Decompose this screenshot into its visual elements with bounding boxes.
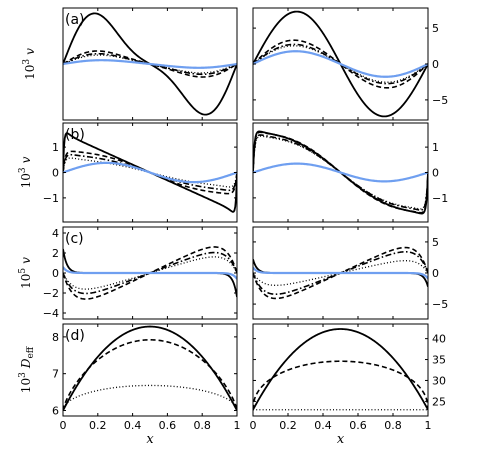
y-tick-label: 5 <box>432 22 439 35</box>
panel-4-2: 0 0.2 0.4 0.6 0.8 1 40 35 30 25 <box>250 323 446 432</box>
y-tick-label: −5 <box>432 94 448 107</box>
x-tick-label: 1 <box>425 419 432 432</box>
y-tick-label: 7 <box>52 368 59 381</box>
x-tick-label: 0.8 <box>384 419 402 432</box>
panel-3-1: 4 2 0 −2 −4 (c) <box>43 226 238 320</box>
x-tick-label: 0.4 <box>314 419 332 432</box>
panel-1-2: 5 0 −5 <box>252 7 448 121</box>
series-blue <box>253 266 428 280</box>
y-tick-label: 0 <box>432 167 439 180</box>
y-tick-label: −1 <box>432 192 448 205</box>
y-tick-label: −4 <box>43 307 59 320</box>
panel-4-1: 0 0.2 0.4 0.6 0.8 1 8 7 6 (d) <box>52 323 241 432</box>
panel-frame <box>62 7 238 121</box>
y-tick-label: 0 <box>432 267 439 280</box>
x-tick-label: 1 <box>234 419 241 432</box>
y-tick-label: 6 <box>52 404 59 417</box>
y-tick-label: 0 <box>52 267 59 280</box>
series-blue <box>63 59 237 69</box>
x-tick-label: 0.8 <box>193 419 211 432</box>
series-blue <box>63 266 237 280</box>
series-dashed <box>253 131 428 214</box>
x-tick-label: 0.2 <box>89 419 107 432</box>
panel-label: (c) <box>65 231 84 247</box>
y-tick-label: 30 <box>432 374 446 387</box>
y-tick-label: 1 <box>432 141 439 154</box>
series-blue <box>253 162 428 183</box>
series-blue <box>253 50 428 78</box>
y-tick-label: 5 <box>432 236 439 249</box>
y-tick-label: 4 <box>52 227 59 240</box>
x-tick-label: 0.6 <box>159 419 177 432</box>
series-dashed <box>253 360 428 410</box>
panel-label: (a) <box>65 12 85 28</box>
y-tick-label: 0 <box>52 167 59 180</box>
series-dashed <box>63 339 237 411</box>
series-solid <box>63 325 237 411</box>
x-tick-label: 0 <box>60 419 67 432</box>
y-tick-label: −1 <box>43 192 59 205</box>
panel-frame <box>62 323 238 417</box>
y-tick-label: 8 <box>52 331 59 344</box>
y-tick-label: 0 <box>432 58 439 71</box>
y-axis-label: 105v <box>18 257 33 289</box>
panel-label: (b) <box>65 127 85 143</box>
series-dotted <box>63 54 237 74</box>
series-solid <box>253 328 428 411</box>
panel-1-1: (a) <box>62 7 238 121</box>
y-tick-label: 1 <box>52 141 59 154</box>
y-tick-label: 40 <box>432 333 446 346</box>
panel-2-1: 1 0 −1 (b) <box>43 122 238 223</box>
y-tick-label: 2 <box>52 247 59 260</box>
y-axis-label: 103v <box>22 48 37 80</box>
y-tick-label: 35 <box>432 354 446 367</box>
y-tick-label: −2 <box>43 287 59 300</box>
series-dotted <box>63 384 237 411</box>
x-tick-label: 0.6 <box>349 419 367 432</box>
panel-3-2: 5 0 −5 <box>252 226 448 320</box>
panel-2-2: 1 0 −1 <box>252 122 448 223</box>
x-tick-label: 0.4 <box>124 419 142 432</box>
y-tick-label: −5 <box>432 298 448 311</box>
x-axis-label: x <box>337 432 345 447</box>
y-axis-label: 103v <box>18 156 33 188</box>
series-dashed <box>253 39 428 89</box>
series-blue <box>63 161 237 184</box>
panel-label: (d) <box>65 328 85 344</box>
y-axis-label: 103Deff <box>18 346 36 393</box>
y-tick-label: 25 <box>432 395 446 408</box>
x-tick-label: 0 <box>250 419 257 432</box>
x-axis-label: x <box>146 432 154 447</box>
panel-frame <box>252 323 429 417</box>
x-tick-label: 0.2 <box>279 419 297 432</box>
